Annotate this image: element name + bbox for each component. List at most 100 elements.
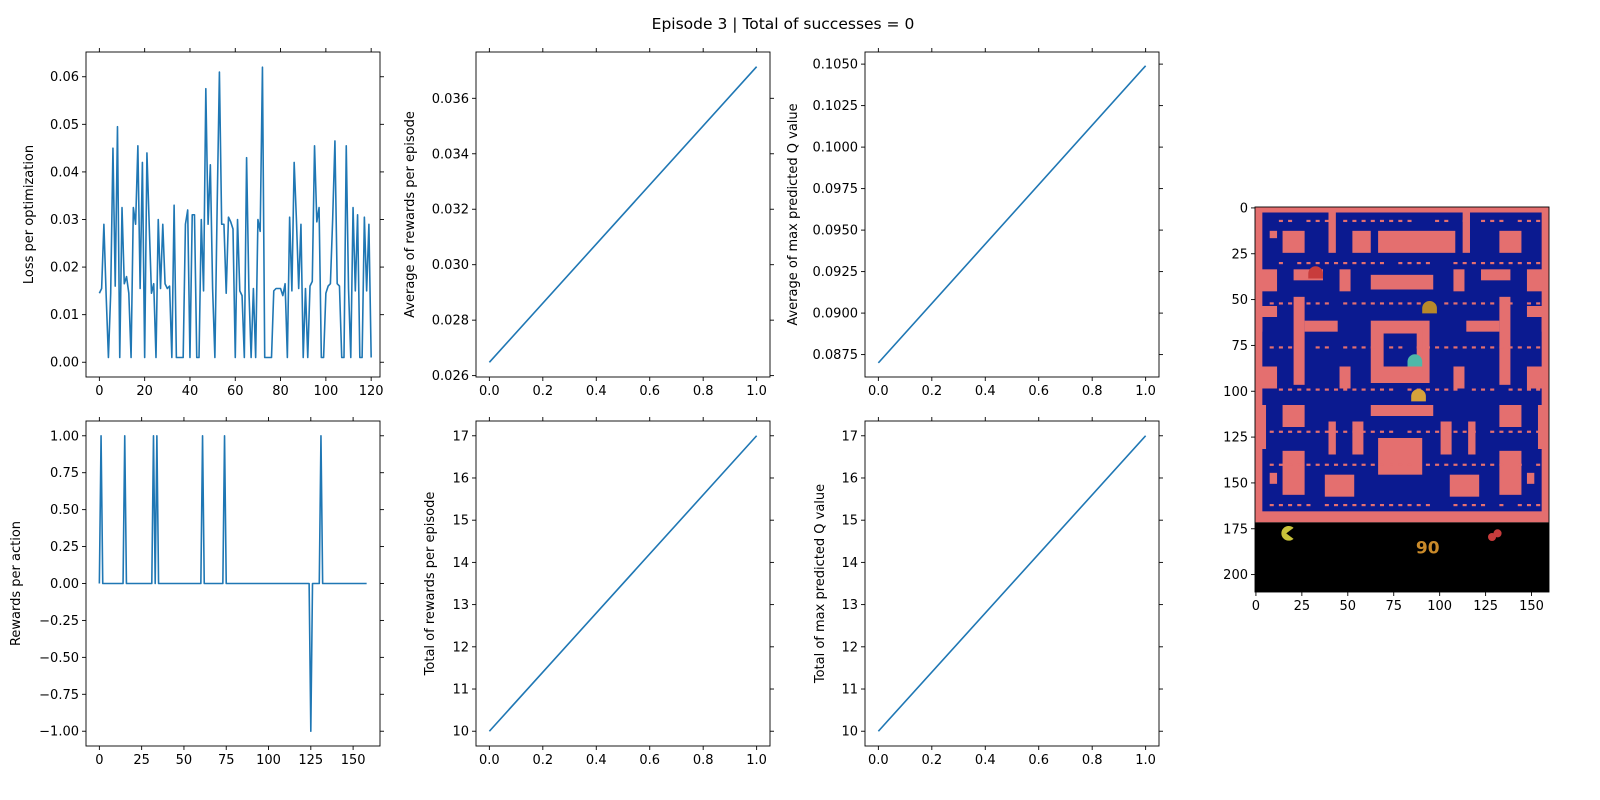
y-tick-label: −0.25: [39, 614, 79, 629]
pellet: [1518, 464, 1522, 466]
series-line: [489, 436, 756, 731]
pellet: [1279, 504, 1283, 506]
pellet: [1380, 389, 1384, 391]
pellet: [1270, 464, 1274, 466]
maze-wall: [1283, 405, 1305, 427]
y-tick-label: 16: [841, 471, 858, 486]
y-axis-label: Total of max predicted Q value: [813, 484, 828, 684]
pellet: [1444, 464, 1448, 466]
pellet: [1499, 220, 1503, 222]
y-tick-label: 13: [841, 598, 858, 613]
maze-wall: [1371, 405, 1433, 416]
pellet: [1362, 464, 1366, 466]
pellet: [1518, 220, 1522, 222]
pellet: [1352, 220, 1356, 222]
x-tick-label: 0.4: [975, 384, 996, 399]
pellet: [1380, 464, 1384, 466]
x-tick-label: 0.8: [1082, 753, 1103, 768]
maze-wall: [1453, 269, 1464, 291]
pellet: [1325, 220, 1329, 222]
y-tick-label: 0.75: [50, 466, 79, 481]
game-frame-panel: 900 25 50 75 100 125 1500255075100125150175200: [1223, 201, 1549, 614]
x-tick-label: 0.0: [868, 384, 889, 399]
pellet: [1463, 220, 1467, 222]
pellet: [1527, 302, 1531, 304]
pellet: [1417, 262, 1421, 264]
y-tick-label: 0.01: [50, 308, 79, 323]
pellet: [1509, 431, 1513, 433]
pellet: [1426, 464, 1430, 466]
y-tick-label: 11: [841, 683, 858, 698]
pellet: [1380, 220, 1384, 222]
pellet: [1279, 389, 1283, 391]
pellet: [1371, 262, 1375, 264]
pellet: [1288, 431, 1292, 433]
maze-wall: [1255, 317, 1262, 332]
pellet: [1490, 262, 1494, 264]
maze-wall: [1499, 405, 1521, 427]
pellet: [1518, 504, 1522, 506]
pellet: [1343, 504, 1347, 506]
pellet: [1490, 389, 1494, 391]
y-tick-label: 0.034: [432, 147, 469, 162]
pellet: [1288, 389, 1292, 391]
maze-wall: [1378, 231, 1455, 253]
pellet: [1352, 504, 1356, 506]
y-tick-label: 150: [1223, 476, 1248, 491]
pellet: [1426, 262, 1430, 264]
pellet: [1316, 302, 1320, 304]
pellet: [1316, 220, 1320, 222]
x-tick-label: 0.8: [693, 384, 714, 399]
y-tick-label: 200: [1223, 568, 1248, 583]
pellet: [1297, 262, 1301, 264]
y-tick-label: 0.25: [50, 540, 79, 555]
maze-wall: [1378, 438, 1422, 475]
pellet: [1343, 389, 1347, 391]
pellet: [1334, 464, 1338, 466]
pellet: [1380, 302, 1384, 304]
pellet: [1453, 431, 1457, 433]
y-tick-label: 16: [452, 471, 469, 486]
y-tick-label: 0.06: [50, 70, 79, 85]
y-tick-label: 0.030: [432, 258, 469, 273]
pellet: [1518, 262, 1522, 264]
pellet: [1426, 504, 1430, 506]
maze-wall: [1305, 321, 1338, 332]
y-tick-label: 0.0900: [813, 307, 859, 322]
maze-wall: [1371, 275, 1433, 290]
chart-panel-6: 0.0 0.2 0.4 0.6 0.8 1.01011121314151617Total …: [813, 417, 1163, 768]
pellet: [1453, 504, 1457, 506]
y-axis-label: Rewards per action: [9, 521, 24, 646]
pellet: [1325, 346, 1329, 348]
pellet: [1435, 346, 1439, 348]
pellet: [1389, 220, 1393, 222]
x-tick-label: 0: [95, 384, 103, 399]
y-tick-label: 11: [452, 683, 469, 698]
pellet: [1490, 302, 1494, 304]
pellet: [1306, 431, 1310, 433]
pellet: [1481, 302, 1485, 304]
y-axis-label: Loss per optimization: [22, 145, 37, 284]
maze-wall: [1527, 473, 1534, 484]
pellet: [1481, 464, 1485, 466]
pellet: [1371, 346, 1375, 348]
maze-wall: [1294, 297, 1305, 385]
pellet: [1518, 389, 1522, 391]
x-tick-label: 1.0: [1135, 753, 1156, 768]
series-line: [99, 436, 366, 731]
pellet: [1426, 431, 1430, 433]
pellet: [1398, 302, 1402, 304]
y-tick-label: 0.0950: [813, 224, 859, 239]
y-tick-label: 50: [1231, 293, 1248, 308]
chart-panel-4: 0 25 50 75 100 125 150−1.00−0.75−0.50−0.250.00…: [9, 417, 384, 768]
maze-wall: [1538, 405, 1549, 449]
maze-wall: [1255, 269, 1277, 291]
x-tick-label: 75: [1385, 599, 1402, 614]
maze-wall: [1450, 475, 1479, 497]
pellet: [1306, 262, 1310, 264]
x-tick-label: 20: [136, 384, 153, 399]
maze-wall: [1270, 473, 1277, 484]
pellet: [1527, 220, 1531, 222]
chart-panel-5: 0.0 0.2 0.4 0.6 0.8 1.0 10 11 12 13 14 15 16 17 Total …: [423, 417, 774, 768]
